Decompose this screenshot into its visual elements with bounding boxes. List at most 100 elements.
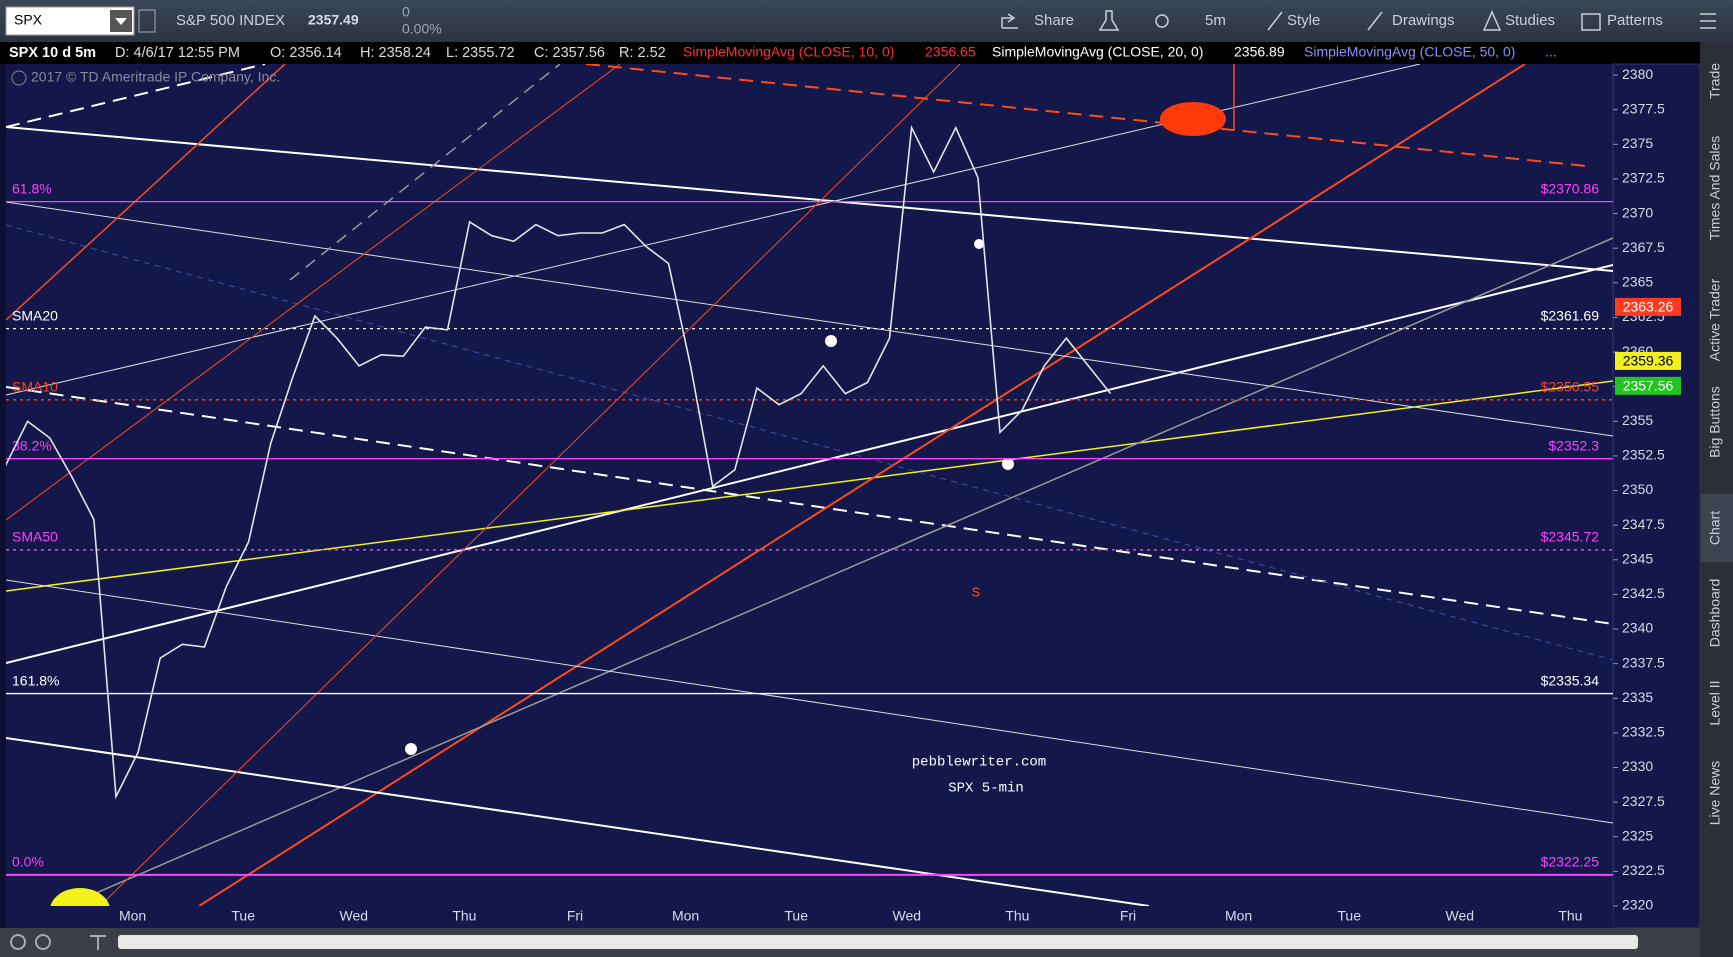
high: H: 2358.24 xyxy=(360,45,431,61)
patterns-button[interactable]: Patterns xyxy=(1607,12,1663,29)
misc-icons[interactable] xyxy=(1267,10,1716,31)
plot-margin xyxy=(0,64,6,928)
trend-line xyxy=(6,224,1613,661)
style-button[interactable]: Style xyxy=(1287,12,1320,29)
pivot-dot xyxy=(405,743,417,755)
y-tick-label: 2372.5 xyxy=(1622,170,1665,186)
price-line xyxy=(6,124,1112,800)
last-price: 2357.49 xyxy=(308,12,359,28)
y-tick-label: 2340 xyxy=(1622,620,1653,636)
sidebar-tab[interactable]: Level II xyxy=(1707,680,1723,725)
level-price-label: $2356.55 xyxy=(1541,379,1600,395)
y-tick-label: 2322.5 xyxy=(1622,862,1665,878)
trend-line xyxy=(6,737,1150,906)
scrollbar[interactable] xyxy=(118,935,1638,949)
axis: 2320 2322.5 2325 2327.5 2330 2332.5 2335 2337.5… xyxy=(119,66,1681,924)
level-price-label: $2335.34 xyxy=(1541,672,1600,688)
interval-button[interactable]: 5m xyxy=(1205,12,1226,29)
zoom-in[interactable] xyxy=(10,934,26,950)
toolbar-icons xyxy=(1001,10,1716,31)
sidebar-tab[interactable]: Dashboard xyxy=(1707,579,1723,648)
x-tick-label: Thu xyxy=(1005,908,1029,924)
pivot-dot xyxy=(825,335,837,347)
sidebar-tab[interactable]: Chart xyxy=(1707,511,1723,545)
x-tick-label: Thu xyxy=(452,908,476,924)
price-marker xyxy=(1615,351,1681,370)
zoom-out[interactable] xyxy=(35,934,51,950)
y-tick-label: 2352.5 xyxy=(1622,447,1665,463)
trend-line xyxy=(585,64,1587,167)
y-tick-label: 2327.5 xyxy=(1622,793,1665,809)
trend-line xyxy=(6,386,1613,625)
watermark: pebblewriter.com xyxy=(912,755,1046,771)
trend-line xyxy=(65,237,1613,906)
trend-line xyxy=(6,264,1613,664)
trend-line xyxy=(6,201,1613,437)
trend-line xyxy=(99,64,961,906)
y-tick-label: 2330 xyxy=(1622,758,1653,774)
study-value: 2356.89 xyxy=(1234,44,1285,60)
watermark: SPX 5-min xyxy=(948,781,1024,797)
level-price-label: $2322.25 xyxy=(1541,854,1600,870)
x-tick-label: Mon xyxy=(1225,908,1252,924)
level-label: 161.8% xyxy=(12,672,59,688)
level-price-label: $2361.69 xyxy=(1541,307,1600,323)
y-tick-label: 2320 xyxy=(1622,897,1653,913)
x-tick-label: Tue xyxy=(231,908,255,924)
sidebar-tab[interactable]: Live News xyxy=(1707,761,1723,826)
x-tick-label: Tue xyxy=(784,908,808,924)
x-tick-label: Mon xyxy=(672,908,699,924)
y-tick-label: 2345 xyxy=(1622,550,1653,566)
trend-line xyxy=(6,380,1613,592)
level-label: 38.2% xyxy=(12,437,52,453)
flask-icon[interactable] xyxy=(1098,10,1120,31)
time-axis xyxy=(6,906,1613,928)
sidebar-tab[interactable]: Big Buttons xyxy=(1707,386,1723,458)
sidebar-tab[interactable]: Active Trader xyxy=(1707,278,1723,361)
price-marker-label: 2359.36 xyxy=(1623,353,1674,369)
annotation: S xyxy=(972,586,980,602)
share-icon[interactable] xyxy=(1001,13,1018,29)
x-tick-label: Fri xyxy=(1120,908,1136,924)
level-price-label: $2345.72 xyxy=(1541,529,1600,545)
trend-line xyxy=(198,64,1526,906)
low: L: 2355.72 xyxy=(446,45,515,61)
x-tick-label: Wed xyxy=(340,908,369,924)
price-marker xyxy=(1615,297,1681,316)
dropdown-arrow xyxy=(115,18,127,25)
y-tick-label: 2375 xyxy=(1622,135,1653,151)
sidebar-tab[interactable]: Trade xyxy=(1707,63,1723,99)
text-tool[interactable] xyxy=(90,935,106,950)
y-tick-label: 2380 xyxy=(1622,66,1653,82)
target-ellipse xyxy=(1160,102,1226,136)
x-tick-label: Mon xyxy=(119,908,146,924)
study-label: SimpleMovingAvg (CLOSE, 10, 0) xyxy=(683,44,894,60)
drawings-button[interactable]: Drawings xyxy=(1392,12,1455,29)
x-tick-label: Wed xyxy=(1446,908,1475,924)
toolbar xyxy=(0,0,1733,42)
link-icon[interactable] xyxy=(138,9,156,33)
studies: SimpleMovingAvg (CLOSE, 10, 0) 2356.65 Sim… xyxy=(683,44,1557,60)
y-tick-label: 2350 xyxy=(1622,481,1653,497)
y-tick-label: 2377.5 xyxy=(1622,100,1665,116)
level-label: SMA20 xyxy=(12,307,58,323)
study-label: SimpleMovingAvg (CLOSE, 50, 0) xyxy=(1304,44,1515,60)
y-tick-label: 2342.5 xyxy=(1622,585,1665,601)
y-tick-label: 2347.5 xyxy=(1622,516,1665,532)
change: 0 xyxy=(402,4,410,20)
gear-icon[interactable] xyxy=(1155,14,1169,28)
pivot-dot xyxy=(974,239,984,249)
open: O: 2356.14 xyxy=(270,45,342,61)
studies-button[interactable]: Studies xyxy=(1505,12,1555,29)
level-label: 61.8% xyxy=(12,180,52,196)
share-button[interactable]: Share xyxy=(1034,12,1074,29)
y-tick-label: 2367.5 xyxy=(1622,239,1665,255)
y-tick-label: 2335 xyxy=(1622,689,1653,705)
sidebar-tab[interactable]: Times And Sales xyxy=(1707,136,1723,241)
study-value: ... xyxy=(1545,44,1557,60)
active-tab xyxy=(1701,494,1733,562)
copyright: 2017 © TD Ameritrade IP Company, Inc. xyxy=(31,69,280,85)
info-icon xyxy=(11,70,27,86)
range: R: 2.52 xyxy=(619,45,666,61)
symbol: SPX xyxy=(14,12,43,28)
